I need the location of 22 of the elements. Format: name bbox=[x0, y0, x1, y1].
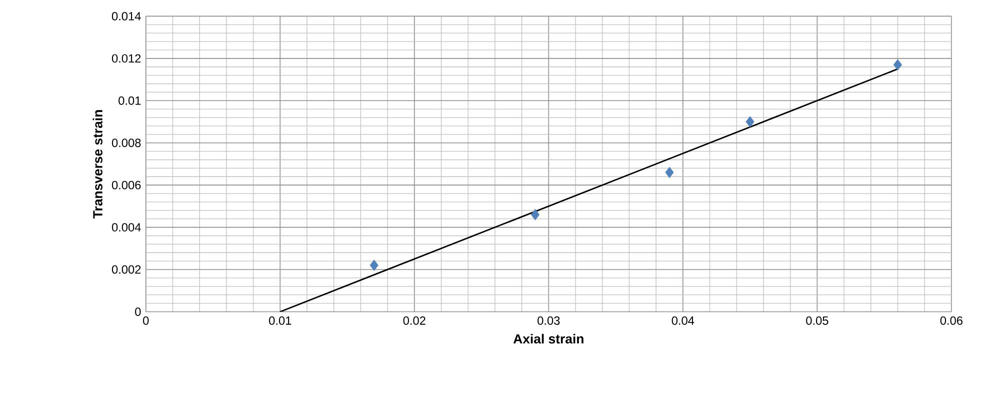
point bbox=[746, 116, 754, 128]
y-tick-label: 0.008 bbox=[112, 138, 141, 148]
x-tick-label: 0.04 bbox=[672, 316, 694, 325]
x-tick-label: 0.05 bbox=[806, 316, 828, 325]
y-tick-label: 0 bbox=[135, 307, 141, 316]
y-tick-label: 0.01 bbox=[118, 96, 141, 105]
y-axis-title: Transverse strain bbox=[92, 110, 102, 218]
point bbox=[531, 209, 540, 220]
y-tick-label: 0.002 bbox=[112, 265, 141, 274]
y-tick-label: 0.004 bbox=[112, 223, 141, 232]
y-tick-label: 0.012 bbox=[112, 54, 141, 63]
y-tick-label: 0.006 bbox=[112, 180, 141, 190]
x-tick-label: 0 bbox=[143, 316, 149, 325]
point bbox=[894, 59, 902, 70]
x-tick-label: 0.01 bbox=[269, 316, 292, 325]
x-tick-label: 0.02 bbox=[403, 316, 426, 325]
point bbox=[665, 166, 674, 178]
x-tick-label: 0.03 bbox=[538, 316, 560, 325]
x-axis-title: Axial strain bbox=[513, 334, 584, 344]
point bbox=[370, 260, 378, 271]
x-tick-label: 0.06 bbox=[940, 316, 962, 325]
y-tick-label: 0.014 bbox=[112, 12, 141, 20]
